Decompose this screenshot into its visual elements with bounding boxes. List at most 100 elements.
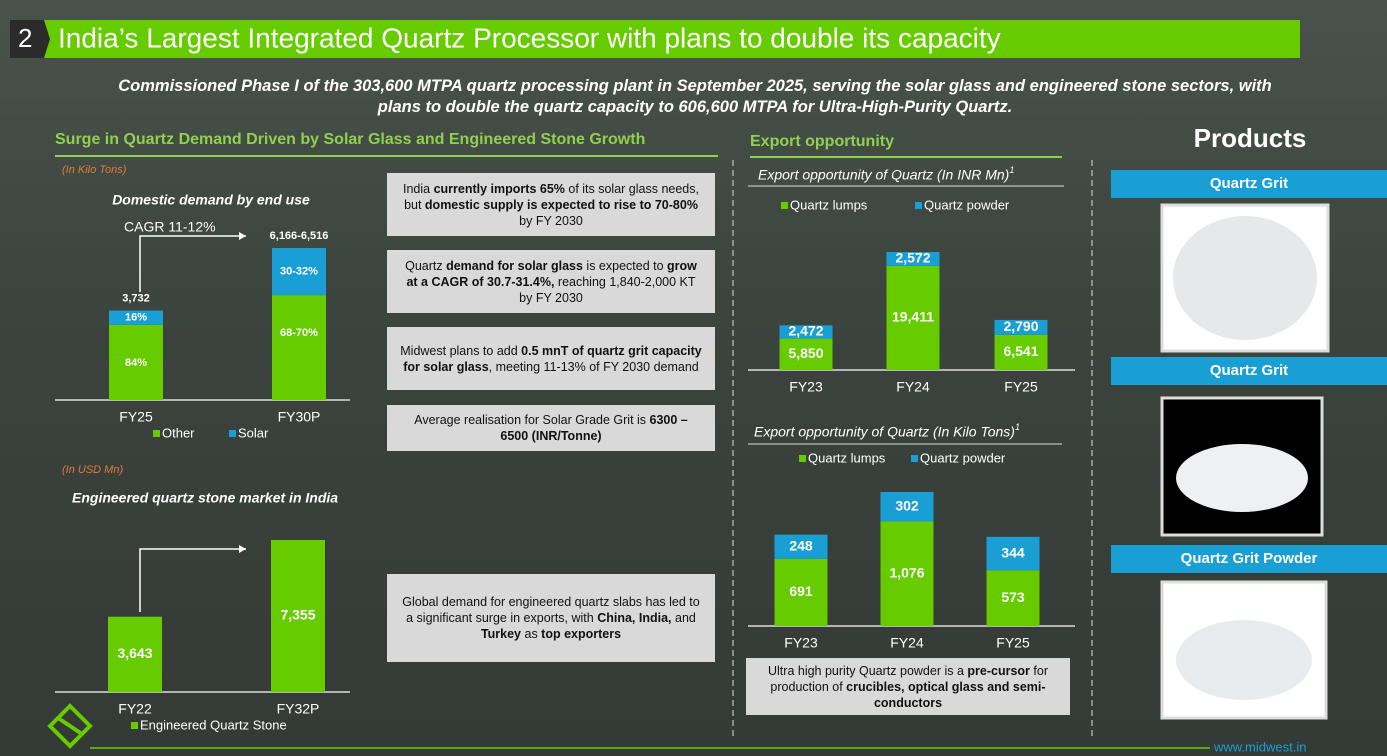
chart-title: Export opportunity of Quartz (In Kilo To… bbox=[754, 422, 1020, 439]
data-label: 344 bbox=[1001, 544, 1025, 560]
bar-segment bbox=[986, 536, 1040, 571]
bar-segment bbox=[109, 310, 163, 325]
bar-segment bbox=[271, 540, 325, 692]
data-label: 2,572 bbox=[895, 250, 930, 266]
legend-label: Other bbox=[162, 425, 195, 440]
bar-segment bbox=[108, 616, 162, 692]
callout-text: for production of bbox=[770, 663, 1048, 694]
callout-text: 6300 – 6500 (INR/Tonne) bbox=[500, 413, 688, 443]
data-label: 68-70% bbox=[280, 327, 318, 339]
callout-text: Global demand for engineered quartz slab… bbox=[402, 595, 700, 625]
products-title: Products bbox=[1194, 123, 1307, 153]
product-label: Quartz Grit bbox=[1210, 175, 1288, 192]
bar-segment bbox=[779, 338, 833, 370]
callout-text: , meeting 11-13% of FY 2030 demand bbox=[488, 359, 699, 374]
callout-text: domestic supply is expected to rise to 7… bbox=[424, 197, 698, 212]
legend-label: Solar bbox=[238, 425, 269, 440]
chart-title: Export opportunity of Quartz (In INR Mn)… bbox=[758, 165, 1014, 182]
x-tick-label: FY25 bbox=[119, 409, 153, 425]
legend-swatch bbox=[781, 202, 788, 209]
callout-text: currently imports 65% bbox=[433, 181, 565, 196]
growth-arrow-head bbox=[239, 232, 246, 240]
callout-text: India bbox=[403, 181, 434, 196]
data-label: 2,790 bbox=[1003, 318, 1038, 334]
callout-text: Ultra high purity Quartz powder is a bbox=[768, 663, 968, 678]
x-tick-label: FY23 bbox=[789, 379, 823, 395]
footer-url: www.midwest.in bbox=[1213, 739, 1306, 754]
legend-swatch bbox=[915, 202, 922, 209]
header-number: 2 bbox=[18, 23, 32, 53]
header-title: India’s Largest Integrated Quartz Proces… bbox=[58, 22, 1001, 53]
callout-text: 0.5 mnT of quartz grit capacity for sola… bbox=[403, 343, 702, 374]
callout-text: reaching 1,840-2,000 KT by FY 2030 bbox=[519, 274, 696, 305]
data-label: 7,355 bbox=[280, 607, 315, 623]
x-tick-label: FY23 bbox=[784, 635, 818, 651]
bar-segment bbox=[109, 324, 163, 400]
growth-arrow bbox=[139, 235, 246, 292]
x-tick-label: FY25 bbox=[996, 635, 1030, 651]
callout-text: pre-cursor bbox=[967, 663, 1030, 678]
callout-text: as bbox=[521, 627, 542, 641]
callout: India currently imports 65% of its solar… bbox=[387, 173, 715, 236]
data-label: 16% bbox=[125, 312, 147, 324]
legend-swatch bbox=[229, 430, 236, 437]
bar-segment bbox=[779, 325, 833, 339]
logo bbox=[47, 703, 93, 749]
bar-segment bbox=[986, 570, 1040, 626]
legend-swatch bbox=[131, 722, 138, 729]
data-label: 5,850 bbox=[788, 345, 823, 361]
subtitle: Commissioned Phase I of the 303,600 MTPA… bbox=[118, 77, 1272, 116]
legend-label: Quartz lumps bbox=[808, 450, 886, 465]
callout: Average realisation for Solar Grade Grit… bbox=[387, 405, 715, 451]
chart-title: Engineered quartz stone market in India bbox=[72, 490, 338, 506]
chart-title: Domestic demand by end use bbox=[112, 192, 310, 208]
section-title: Surge in Quartz Demand Driven by Solar G… bbox=[55, 131, 645, 148]
annotation: CAGR 11-12% bbox=[124, 219, 216, 235]
bar-segment bbox=[994, 334, 1048, 370]
product-label: Quartz Grit Powder bbox=[1181, 550, 1318, 567]
bar-segment bbox=[994, 319, 1048, 335]
unit-note: (In USD Mn) bbox=[62, 464, 123, 476]
x-tick-label: FY25 bbox=[1004, 379, 1038, 395]
callout-text: is expected to bbox=[582, 258, 668, 273]
data-label: 691 bbox=[789, 583, 813, 599]
header-number-box bbox=[10, 20, 44, 58]
data-label: 1,076 bbox=[889, 564, 924, 580]
callout-text: top exporters bbox=[541, 627, 622, 641]
data-label: 84% bbox=[125, 357, 147, 369]
callout: Global demand for engineered quartz slab… bbox=[387, 574, 715, 662]
bar-segment bbox=[886, 252, 940, 266]
footnote-mark: 1 bbox=[1015, 422, 1020, 432]
growth-arrow bbox=[139, 548, 246, 612]
callout-text: grow at a CAGR of 30.7-31.4%, bbox=[406, 258, 697, 289]
x-tick-label: FY30P bbox=[278, 409, 321, 425]
section-title: Export opportunity bbox=[750, 133, 894, 150]
bar-segment bbox=[880, 521, 934, 626]
header-chevron bbox=[44, 20, 50, 58]
callout-text: Quartz bbox=[405, 258, 447, 273]
data-label: 2,472 bbox=[788, 323, 823, 339]
header-bar bbox=[10, 20, 1300, 58]
x-tick-label: FY22 bbox=[118, 701, 152, 717]
legend-swatch bbox=[799, 455, 806, 462]
bar-segment bbox=[774, 558, 828, 626]
callout-text: Turkey bbox=[480, 627, 522, 641]
bar-segment bbox=[886, 265, 940, 370]
callout-text: crucibles, optical glass and semi-conduc… bbox=[846, 679, 1046, 710]
callout-text: of its solar glass needs, but bbox=[404, 181, 699, 212]
bar-segment bbox=[272, 295, 326, 400]
unit-note: (In Kilo Tons) bbox=[62, 164, 127, 176]
total-label: 6,166-6,516 bbox=[270, 230, 329, 242]
product-images bbox=[1160, 203, 1330, 720]
product-label-bg bbox=[1111, 357, 1387, 385]
callout-text: China, India, bbox=[597, 611, 672, 625]
bar-segment bbox=[880, 492, 934, 522]
data-label: 573 bbox=[1001, 589, 1025, 605]
bar-segment bbox=[272, 248, 326, 296]
callout: Ultra high purity Quartz powder is a pre… bbox=[746, 658, 1070, 715]
callout-text: Average realisation for Solar Grade Grit… bbox=[414, 413, 650, 427]
x-tick-label: FY32P bbox=[277, 701, 320, 717]
callout-text: Midwest plans to add bbox=[400, 343, 522, 358]
data-label: 302 bbox=[895, 497, 919, 513]
